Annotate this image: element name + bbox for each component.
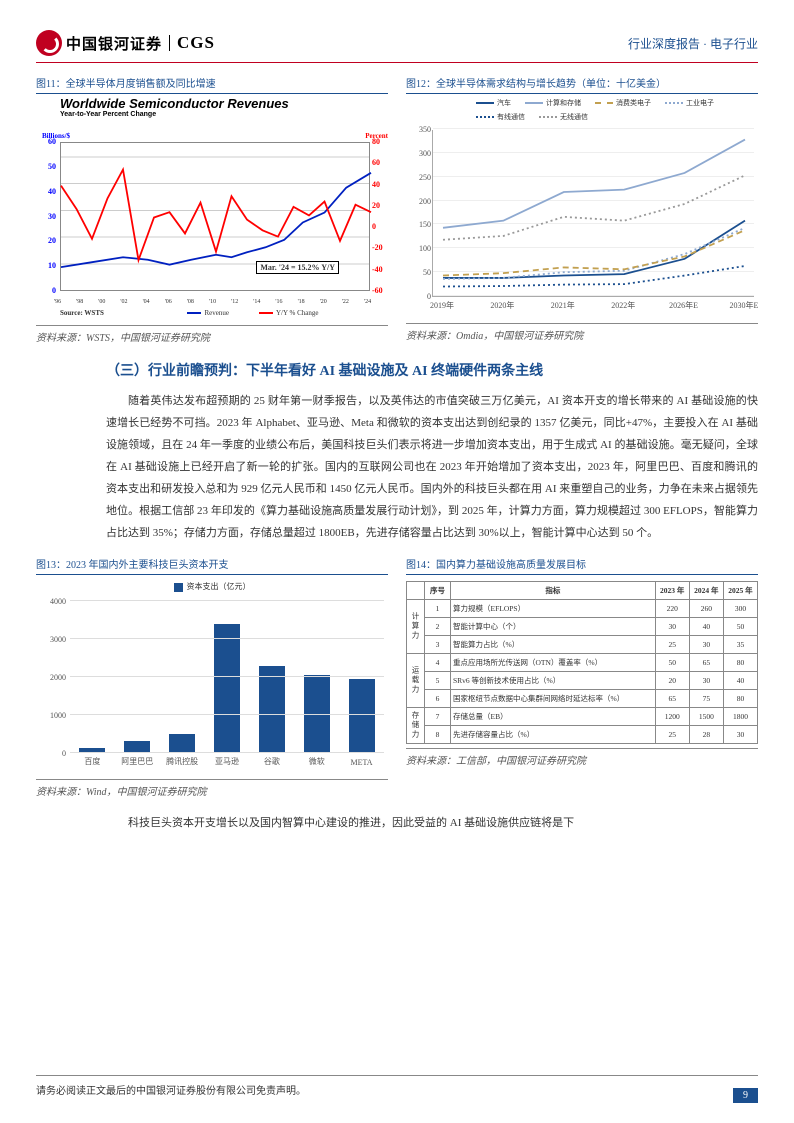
logo-icon [36, 30, 62, 56]
logo: 中国银河证券 CGS [36, 30, 215, 56]
fig11-chart: Worldwide Semiconductor Revenues Year-to… [36, 96, 388, 321]
fig13-legend: 资本支出（亿元） [36, 581, 388, 592]
page-header: 中国银河证券 CGS 行业深度报告 · 电子行业 [36, 30, 758, 63]
fig11-source: 资料来源：WSTS，中国银河证券研究院 [36, 325, 388, 344]
fig13-caption: 图13：2023 年国内外主要科技巨头资本开支 [36, 556, 388, 575]
fig14-table: 序号指标2023 年2024 年2025 年计算力1算力规模（EFLOPS）22… [406, 581, 758, 744]
fig13-source: 资料来源：Wind，中国银河证券研究院 [36, 779, 388, 798]
section-3-body: 随着英伟达发布超预期的 25 财年第一财季报告，以及英伟达的市值突破三万亿美元，… [106, 390, 758, 544]
fig14-source: 资料来源：工信部，中国银河证券研究院 [406, 748, 758, 767]
fig14-table-wrap: 序号指标2023 年2024 年2025 年计算力1算力规模（EFLOPS）22… [406, 581, 758, 744]
logo-text-cn: 中国银河证券 [66, 33, 162, 54]
figure-11: 图11：全球半导体月度销售额及同比增速 Worldwide Semiconduc… [36, 75, 388, 344]
logo-text-en: CGS [177, 33, 215, 53]
fig14-caption: 图14：国内算力基础设施高质量发展目标 [406, 556, 758, 575]
disclaimer: 请务必阅读正文最后的中国银河证券股份有限公司免责声明。 [36, 1082, 306, 1097]
figure-13: 图13：2023 年国内外主要科技巨头资本开支 资本支出（亿元） 0100020… [36, 556, 388, 798]
header-category: 行业深度报告 · 电子行业 [628, 35, 758, 52]
fig11-legend: Revenue Y/Y % Change [136, 309, 370, 317]
section-3-title: （三）行业前瞻预判：下半年看好 AI 基础设施及 AI 终端硬件两条主线 [106, 360, 758, 380]
figure-14: 图14：国内算力基础设施高质量发展目标 序号指标2023 年2024 年2025… [406, 556, 758, 798]
page-footer: 请务必阅读正文最后的中国银河证券股份有限公司免责声明。 9 [36, 1075, 758, 1097]
trailing-paragraph: 科技巨头资本开支增长以及国内智算中心建设的推进，因此受益的 AI 基础设施供应链… [106, 812, 758, 834]
fig12-source: 资料来源：Omdia，中国银河证券研究院 [406, 323, 758, 342]
page-number: 9 [733, 1088, 758, 1103]
fig12-legend: 汽车计算和存储消费类电子工业电子有线通信无线通信 [476, 98, 748, 122]
fig12-caption: 图12：全球半导体需求结构与增长趋势（单位：十亿美金） [406, 75, 758, 94]
fig13-chart: 资本支出（亿元） 01000200030004000百度阿里巴巴腾讯控股亚马逊谷… [36, 575, 388, 775]
figure-12: 图12：全球半导体需求结构与增长趋势（单位：十亿美金） 汽车计算和存储消费类电子… [406, 75, 758, 344]
fig12-chart: 汽车计算和存储消费类电子工业电子有线通信无线通信 050100150200250… [406, 94, 758, 319]
fig11-caption: 图11：全球半导体月度销售额及同比增速 [36, 75, 388, 94]
